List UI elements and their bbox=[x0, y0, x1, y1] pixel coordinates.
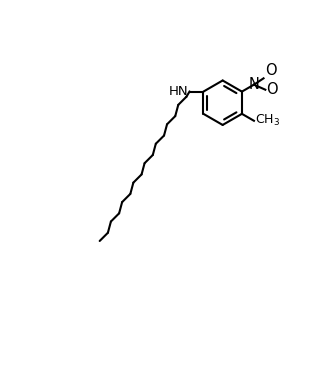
Text: O: O bbox=[265, 63, 276, 78]
Text: CH$_3$: CH$_3$ bbox=[255, 113, 280, 128]
Text: O: O bbox=[267, 82, 278, 97]
Text: HN: HN bbox=[169, 85, 188, 98]
Text: N: N bbox=[248, 77, 259, 92]
